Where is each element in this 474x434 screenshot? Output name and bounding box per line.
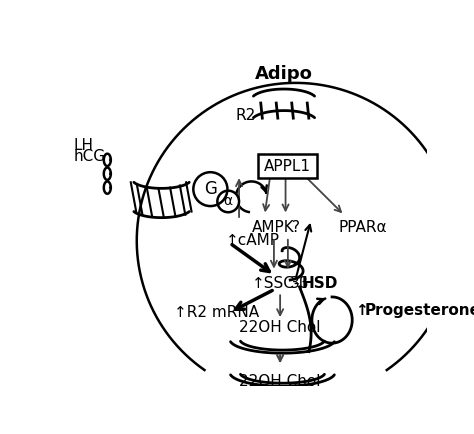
Text: hCG: hCG	[73, 149, 105, 164]
Text: ↑R2 mRNA: ↑R2 mRNA	[174, 305, 259, 320]
Text: Progesterone: Progesterone	[365, 303, 474, 318]
Circle shape	[193, 172, 228, 206]
Circle shape	[218, 191, 239, 212]
Text: 3β: 3β	[290, 276, 309, 291]
Text: 22OH Chol: 22OH Chol	[239, 320, 321, 335]
Text: HSD: HSD	[302, 276, 338, 291]
Text: G: G	[204, 180, 217, 198]
Text: ↑cAMP: ↑cAMP	[226, 233, 280, 248]
Text: ↑SSC-: ↑SSC-	[251, 276, 300, 291]
Text: AMPK: AMPK	[251, 220, 294, 235]
FancyBboxPatch shape	[258, 154, 317, 178]
Text: α: α	[224, 194, 233, 208]
Text: ?: ?	[292, 220, 300, 235]
Text: APPL1: APPL1	[264, 158, 311, 174]
Text: PPARα: PPARα	[338, 220, 387, 235]
Text: LH: LH	[73, 138, 93, 153]
Text: Adipo: Adipo	[255, 65, 313, 82]
Text: R2: R2	[236, 108, 256, 123]
Text: ↑: ↑	[356, 303, 368, 318]
Text: 22OH Chol: 22OH Chol	[239, 374, 321, 389]
